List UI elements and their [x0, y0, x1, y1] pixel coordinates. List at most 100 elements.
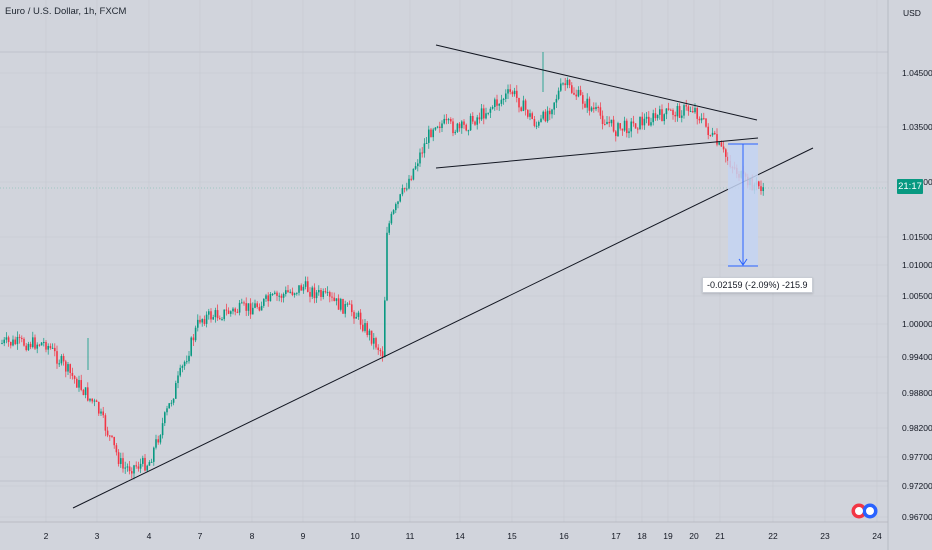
candle-body — [236, 311, 239, 313]
candle-body — [511, 91, 514, 95]
candle-body — [254, 303, 256, 308]
price-tick-label: 1.01000 — [902, 260, 932, 270]
candle-body — [619, 123, 621, 129]
candle-body — [630, 121, 632, 132]
time-tick-label: 17 — [611, 531, 621, 541]
candle-body — [153, 447, 155, 462]
candle-body — [421, 152, 423, 154]
candle-body — [623, 120, 626, 131]
candle-body — [155, 439, 157, 448]
candle-body — [287, 290, 289, 293]
time-tick-label: 11 — [406, 531, 415, 541]
candle-body — [399, 194, 401, 202]
candle-body — [573, 92, 575, 95]
candle-body — [73, 375, 76, 379]
candle-body — [344, 304, 346, 314]
trendline — [435, 137, 759, 169]
time-tick-label: 18 — [637, 531, 647, 541]
candle-body — [575, 94, 577, 97]
candle-body — [304, 281, 307, 287]
candle-body — [326, 292, 329, 294]
candle-body — [258, 306, 261, 311]
candle-body — [674, 114, 676, 117]
trendline — [435, 44, 758, 121]
price-tick-label: 1.04500 — [902, 68, 932, 78]
candle-body — [725, 149, 727, 157]
candle-body — [692, 111, 694, 113]
price-tick-label: 0.98800 — [902, 388, 932, 398]
candle-body — [544, 111, 547, 122]
candle-body — [333, 297, 335, 301]
candle-body — [186, 361, 188, 363]
candle-body — [551, 109, 553, 115]
candle-body — [678, 106, 681, 118]
candle-body — [485, 113, 487, 119]
candle-body — [685, 105, 687, 107]
candle-body — [696, 108, 698, 119]
time-tick-label: 19 — [663, 531, 673, 541]
candle-body — [705, 118, 707, 127]
candle-body — [760, 186, 762, 192]
candle-body — [331, 296, 333, 298]
candle-body — [388, 223, 390, 233]
candle-body — [610, 119, 613, 124]
candle-body — [183, 361, 186, 367]
candle-body — [663, 114, 665, 122]
candle-body — [709, 135, 712, 137]
candle-body — [531, 113, 533, 119]
candle-body — [148, 462, 151, 466]
candle-body — [454, 131, 456, 134]
price-tick-label: 0.96700 — [902, 512, 932, 522]
candle-body — [221, 319, 223, 321]
candle-body — [318, 290, 320, 293]
candle-body — [553, 102, 555, 110]
candle-body — [654, 113, 657, 119]
candle-body — [478, 117, 481, 120]
candle-body — [522, 100, 525, 111]
drawings-layer — [72, 44, 814, 509]
candle-body — [507, 89, 509, 94]
candle-body — [513, 90, 516, 95]
currency-label: USD — [903, 8, 921, 18]
candle-body — [159, 435, 162, 443]
candle-body — [617, 123, 619, 137]
candle-body — [527, 109, 529, 117]
candle-body — [489, 108, 492, 113]
candle-body — [626, 120, 628, 134]
candle-body — [423, 143, 426, 154]
time-tick-label: 7 — [198, 531, 203, 541]
price-axis[interactable]: USD1.045001.035001.025001.015001.010001.… — [887, 0, 932, 550]
candle-body — [243, 302, 245, 304]
candle-body — [441, 123, 443, 128]
price-tick-label: 0.97200 — [902, 481, 932, 491]
candle-body — [300, 285, 302, 291]
candle-body — [234, 308, 236, 312]
candle-body — [267, 295, 269, 302]
candle-body — [150, 461, 153, 463]
last-price-countdown: 21:17 — [897, 179, 923, 194]
candle-body — [634, 123, 637, 129]
candle-body — [342, 298, 344, 314]
candle-body — [469, 115, 472, 131]
candle-body — [509, 89, 511, 92]
candle-body — [568, 79, 571, 86]
candle-body — [533, 118, 536, 126]
candle-body — [223, 309, 225, 320]
candle-body — [577, 89, 580, 97]
candle-body — [502, 98, 505, 100]
candle-body — [133, 465, 135, 474]
time-tick-label: 24 — [872, 531, 882, 541]
candle-body — [307, 281, 309, 292]
candle-body — [126, 466, 129, 468]
candle-body — [410, 178, 412, 180]
candle-body — [586, 98, 588, 108]
candle-body — [210, 311, 212, 320]
grid-lines — [0, 0, 888, 522]
candle-body — [392, 210, 395, 214]
candle-body — [16, 336, 19, 345]
candle-body — [582, 95, 584, 104]
candle-body — [461, 121, 463, 129]
candle-body — [555, 98, 558, 103]
time-axis[interactable]: 2 3 4 7 8 9 10 11 14 15 16 17 18 19 20 21 22 23 24 — [0, 521, 888, 541]
